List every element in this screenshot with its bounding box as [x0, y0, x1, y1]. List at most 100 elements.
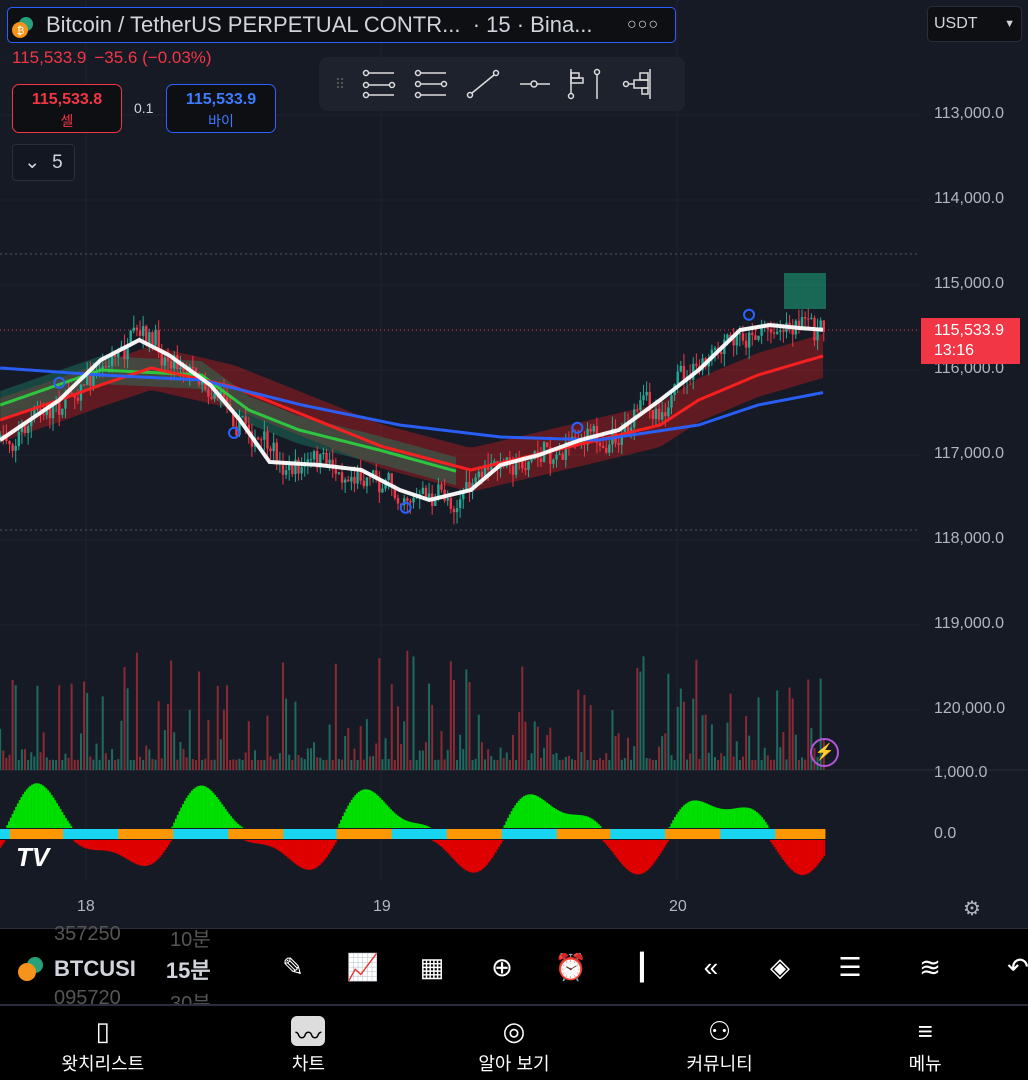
y-tick-label: 113,000.0 — [934, 105, 1004, 122]
oscillator-signal-segment — [531, 829, 535, 839]
candles-icon[interactable]: ┃ — [634, 951, 650, 982]
oscillator-signal-segment — [588, 829, 591, 839]
sliders-icon[interactable]: ☰ — [838, 951, 862, 982]
oscillator-signal-segment — [592, 829, 595, 839]
oscillator-signal-segment — [135, 829, 139, 839]
green-band-projection — [784, 273, 826, 309]
oscillator-signal-segment — [647, 829, 650, 839]
buy-button[interactable]: 115,533.9 바이 — [166, 84, 276, 133]
wave-icon[interactable]: ≋ — [919, 951, 941, 982]
sell-button[interactable]: 115,533.8 셀 — [12, 84, 122, 133]
volume-bar — [89, 756, 92, 770]
oscillator-signal-segment — [494, 829, 497, 839]
plus-circle-icon[interactable]: ⊕ — [491, 951, 513, 982]
nav-item-3[interactable]: ⚇ 커뮤니티 — [617, 1006, 823, 1080]
drag-handle-icon[interactable]: ⠿ — [334, 75, 346, 92]
grid-icon[interactable]: ▦ — [419, 951, 445, 982]
horizontal-ray-icon[interactable] — [509, 64, 561, 104]
oscillator-signal-segment — [489, 829, 492, 839]
oscillator-signal-segment — [27, 829, 30, 839]
candle-body — [368, 477, 372, 479]
volume-bar — [465, 669, 468, 770]
volume-bar — [400, 744, 403, 770]
oscillator-signal-segment — [562, 829, 565, 839]
volume-bar — [527, 760, 530, 770]
oscillator-signal-segment — [254, 829, 258, 839]
oscillator-signal-segment — [558, 829, 561, 839]
price-chart[interactable] — [0, 0, 1028, 928]
alarm-clock-icon[interactable]: ⏰ — [554, 951, 588, 982]
more-dots-icon[interactable]: ○○○ — [627, 16, 659, 33]
candle-body — [244, 416, 247, 425]
nav-item-0[interactable]: ▯ 왓치리스트 — [0, 1006, 206, 1080]
volume-bar — [791, 698, 794, 770]
candle-body — [530, 459, 533, 462]
symbol-title-bar[interactable]: ₿ Bitcoin / TetherUS PERPETUAL CONTR... … — [7, 7, 676, 43]
settings-gear-icon[interactable]: ⚙ — [963, 898, 981, 920]
volume-bar — [2, 750, 5, 770]
interval-picker[interactable]: 15분 — [165, 958, 211, 983]
lightning-icon[interactable]: ⚡ — [810, 738, 839, 767]
candle-body — [810, 317, 813, 320]
fib-retracement-icon[interactable] — [353, 64, 405, 104]
trend-fib-icon[interactable] — [405, 64, 457, 104]
fixed-range-volume-icon[interactable] — [613, 64, 665, 104]
candle-body — [89, 373, 92, 386]
oscillator-signal-segment — [169, 829, 172, 839]
oscillator-signal-segment — [347, 829, 350, 839]
nav-item-1[interactable]: 〰 차트 — [206, 1006, 412, 1080]
candle-body — [200, 381, 204, 385]
volume-bar — [120, 720, 123, 770]
layers-icon[interactable]: ◈ — [770, 951, 790, 982]
candle-body — [601, 445, 605, 448]
volume-bar — [487, 749, 490, 770]
oscillator-signal-segment — [556, 829, 560, 839]
volume-bar — [757, 697, 760, 770]
volume-profile-icon[interactable] — [561, 64, 613, 104]
oscillator-signal-segment — [143, 829, 146, 839]
candle-body — [163, 357, 167, 366]
candle-body — [365, 477, 369, 487]
oscillator-signal-segment — [256, 829, 259, 839]
currency-select[interactable]: USDT ▼ — [927, 6, 1022, 42]
replay-icon[interactable]: « — [703, 951, 719, 982]
trend-line-icon[interactable] — [457, 64, 509, 104]
oscillator-signal-segment — [482, 829, 485, 839]
oscillator-signal-segment — [329, 829, 332, 839]
chart-icon: 〰 — [291, 1016, 326, 1051]
red-band — [0, 333, 824, 492]
oscillator-signal-segment — [70, 829, 73, 839]
oscillator-signal-segment — [468, 829, 471, 839]
oscillator-signal-segment — [659, 829, 663, 839]
candle-body — [390, 473, 393, 486]
oscillator-signal-segment — [36, 829, 39, 839]
indicator-chart-icon[interactable]: 📈 — [346, 951, 380, 982]
oscillator-signal-segment — [617, 829, 620, 839]
oscillator-signal-segment — [180, 829, 183, 839]
pencil-icon[interactable]: ✎ — [282, 951, 304, 982]
candle-body — [334, 469, 338, 474]
undo-icon[interactable]: ↶ — [1007, 951, 1028, 982]
volume-bar — [8, 754, 11, 770]
oscillator-signal-segment — [185, 829, 188, 839]
nav-item-4[interactable]: ≡ 메뉴 — [822, 1006, 1028, 1080]
volume-bar — [502, 758, 505, 770]
volume-bar — [170, 660, 173, 770]
oscillator-signal-segment — [674, 829, 677, 839]
symbol-picker[interactable]: BTCUSI 15분 — [16, 953, 211, 985]
candle-body — [347, 479, 350, 482]
candle-body — [145, 326, 148, 345]
oscillator-signal-segment — [679, 829, 682, 839]
oscillator-signal-segment — [103, 829, 107, 839]
oscillator-signal-segment — [430, 829, 433, 839]
candle-body — [378, 477, 381, 493]
nav-label: 차트 — [291, 1054, 325, 1074]
nav-item-2[interactable]: ◎ 알아 보기 — [411, 1006, 617, 1080]
volume-bar — [325, 759, 328, 770]
indicators-toggle[interactable]: ⌄ 5 — [12, 144, 75, 181]
oscillator-signal-segment — [505, 829, 508, 839]
oscillator-signal-segment — [16, 829, 20, 839]
oscillator-signal-segment — [285, 829, 288, 839]
watchlist-icon: ▯ — [95, 1016, 110, 1046]
volume-bar — [794, 734, 797, 770]
